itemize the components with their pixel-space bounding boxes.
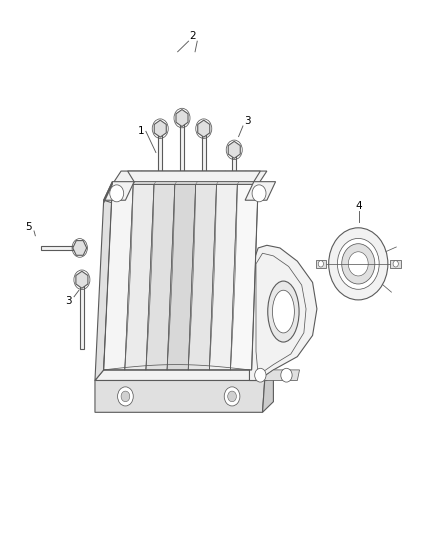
Circle shape bbox=[228, 391, 237, 402]
Polygon shape bbox=[209, 184, 237, 370]
Polygon shape bbox=[262, 370, 273, 413]
Text: 2: 2 bbox=[190, 31, 196, 41]
Polygon shape bbox=[95, 370, 273, 381]
Polygon shape bbox=[127, 171, 260, 182]
Polygon shape bbox=[202, 128, 206, 198]
Polygon shape bbox=[167, 184, 196, 370]
Polygon shape bbox=[245, 182, 276, 200]
Text: 3: 3 bbox=[244, 116, 251, 126]
Ellipse shape bbox=[272, 290, 294, 333]
Text: 5: 5 bbox=[25, 222, 32, 232]
Polygon shape bbox=[80, 280, 84, 349]
Polygon shape bbox=[180, 118, 184, 187]
Polygon shape bbox=[73, 240, 87, 255]
Text: 4: 4 bbox=[356, 200, 363, 211]
Polygon shape bbox=[230, 184, 258, 370]
Circle shape bbox=[348, 252, 368, 276]
Circle shape bbox=[252, 185, 266, 202]
Polygon shape bbox=[232, 150, 236, 240]
Polygon shape bbox=[95, 200, 113, 381]
Circle shape bbox=[328, 228, 388, 300]
Polygon shape bbox=[228, 141, 240, 158]
Circle shape bbox=[121, 391, 130, 402]
Ellipse shape bbox=[268, 281, 299, 342]
Polygon shape bbox=[113, 171, 267, 184]
Polygon shape bbox=[104, 182, 134, 200]
Circle shape bbox=[342, 244, 375, 284]
Polygon shape bbox=[125, 184, 154, 370]
Polygon shape bbox=[198, 120, 210, 137]
Polygon shape bbox=[391, 260, 401, 268]
Polygon shape bbox=[95, 381, 265, 413]
Polygon shape bbox=[176, 110, 188, 126]
Text: 1: 1 bbox=[138, 126, 144, 136]
Polygon shape bbox=[104, 184, 133, 370]
Circle shape bbox=[110, 185, 124, 202]
Circle shape bbox=[117, 387, 133, 406]
Circle shape bbox=[224, 387, 240, 406]
Polygon shape bbox=[188, 184, 216, 370]
Text: 3: 3 bbox=[66, 296, 72, 306]
Polygon shape bbox=[158, 128, 162, 198]
Polygon shape bbox=[258, 370, 273, 381]
Circle shape bbox=[337, 238, 379, 289]
Polygon shape bbox=[250, 370, 300, 381]
Circle shape bbox=[318, 261, 323, 267]
Circle shape bbox=[254, 368, 266, 382]
Polygon shape bbox=[41, 246, 80, 250]
Circle shape bbox=[281, 368, 292, 382]
Polygon shape bbox=[146, 184, 175, 370]
Polygon shape bbox=[104, 182, 113, 203]
Polygon shape bbox=[154, 120, 166, 137]
Polygon shape bbox=[316, 260, 326, 268]
Circle shape bbox=[393, 261, 398, 267]
Polygon shape bbox=[250, 245, 317, 381]
Polygon shape bbox=[76, 271, 88, 288]
